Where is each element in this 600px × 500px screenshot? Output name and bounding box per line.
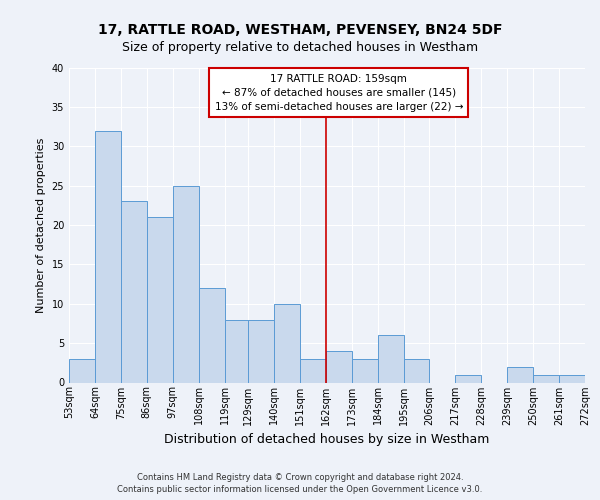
Text: Size of property relative to detached houses in Westham: Size of property relative to detached ho… (122, 41, 478, 54)
Bar (224, 320, 248, 382)
Bar (147, 217, 173, 382)
Bar (300, 359, 326, 382)
Bar (352, 359, 377, 382)
Bar (455, 374, 481, 382)
Bar (121, 202, 147, 382)
Bar (199, 288, 224, 382)
Bar (248, 320, 274, 382)
Text: 17, RATTLE ROAD, WESTHAM, PEVENSEY, BN24 5DF: 17, RATTLE ROAD, WESTHAM, PEVENSEY, BN24… (98, 22, 502, 36)
Text: Contains HM Land Registry data © Crown copyright and database right 2024.
Contai: Contains HM Land Registry data © Crown c… (118, 472, 482, 494)
Bar (559, 374, 585, 382)
Bar (95, 130, 121, 382)
Bar (274, 304, 300, 382)
X-axis label: Distribution of detached houses by size in Westham: Distribution of detached houses by size … (164, 433, 490, 446)
Bar (377, 335, 404, 382)
Text: 17 RATTLE ROAD: 159sqm
← 87% of detached houses are smaller (145)
13% of semi-de: 17 RATTLE ROAD: 159sqm ← 87% of detached… (215, 74, 463, 112)
Bar (404, 359, 430, 382)
Y-axis label: Number of detached properties: Number of detached properties (36, 138, 46, 312)
Bar (326, 351, 352, 382)
Bar (173, 186, 199, 382)
Bar (69, 359, 95, 382)
Bar (533, 374, 559, 382)
Bar (507, 367, 533, 382)
